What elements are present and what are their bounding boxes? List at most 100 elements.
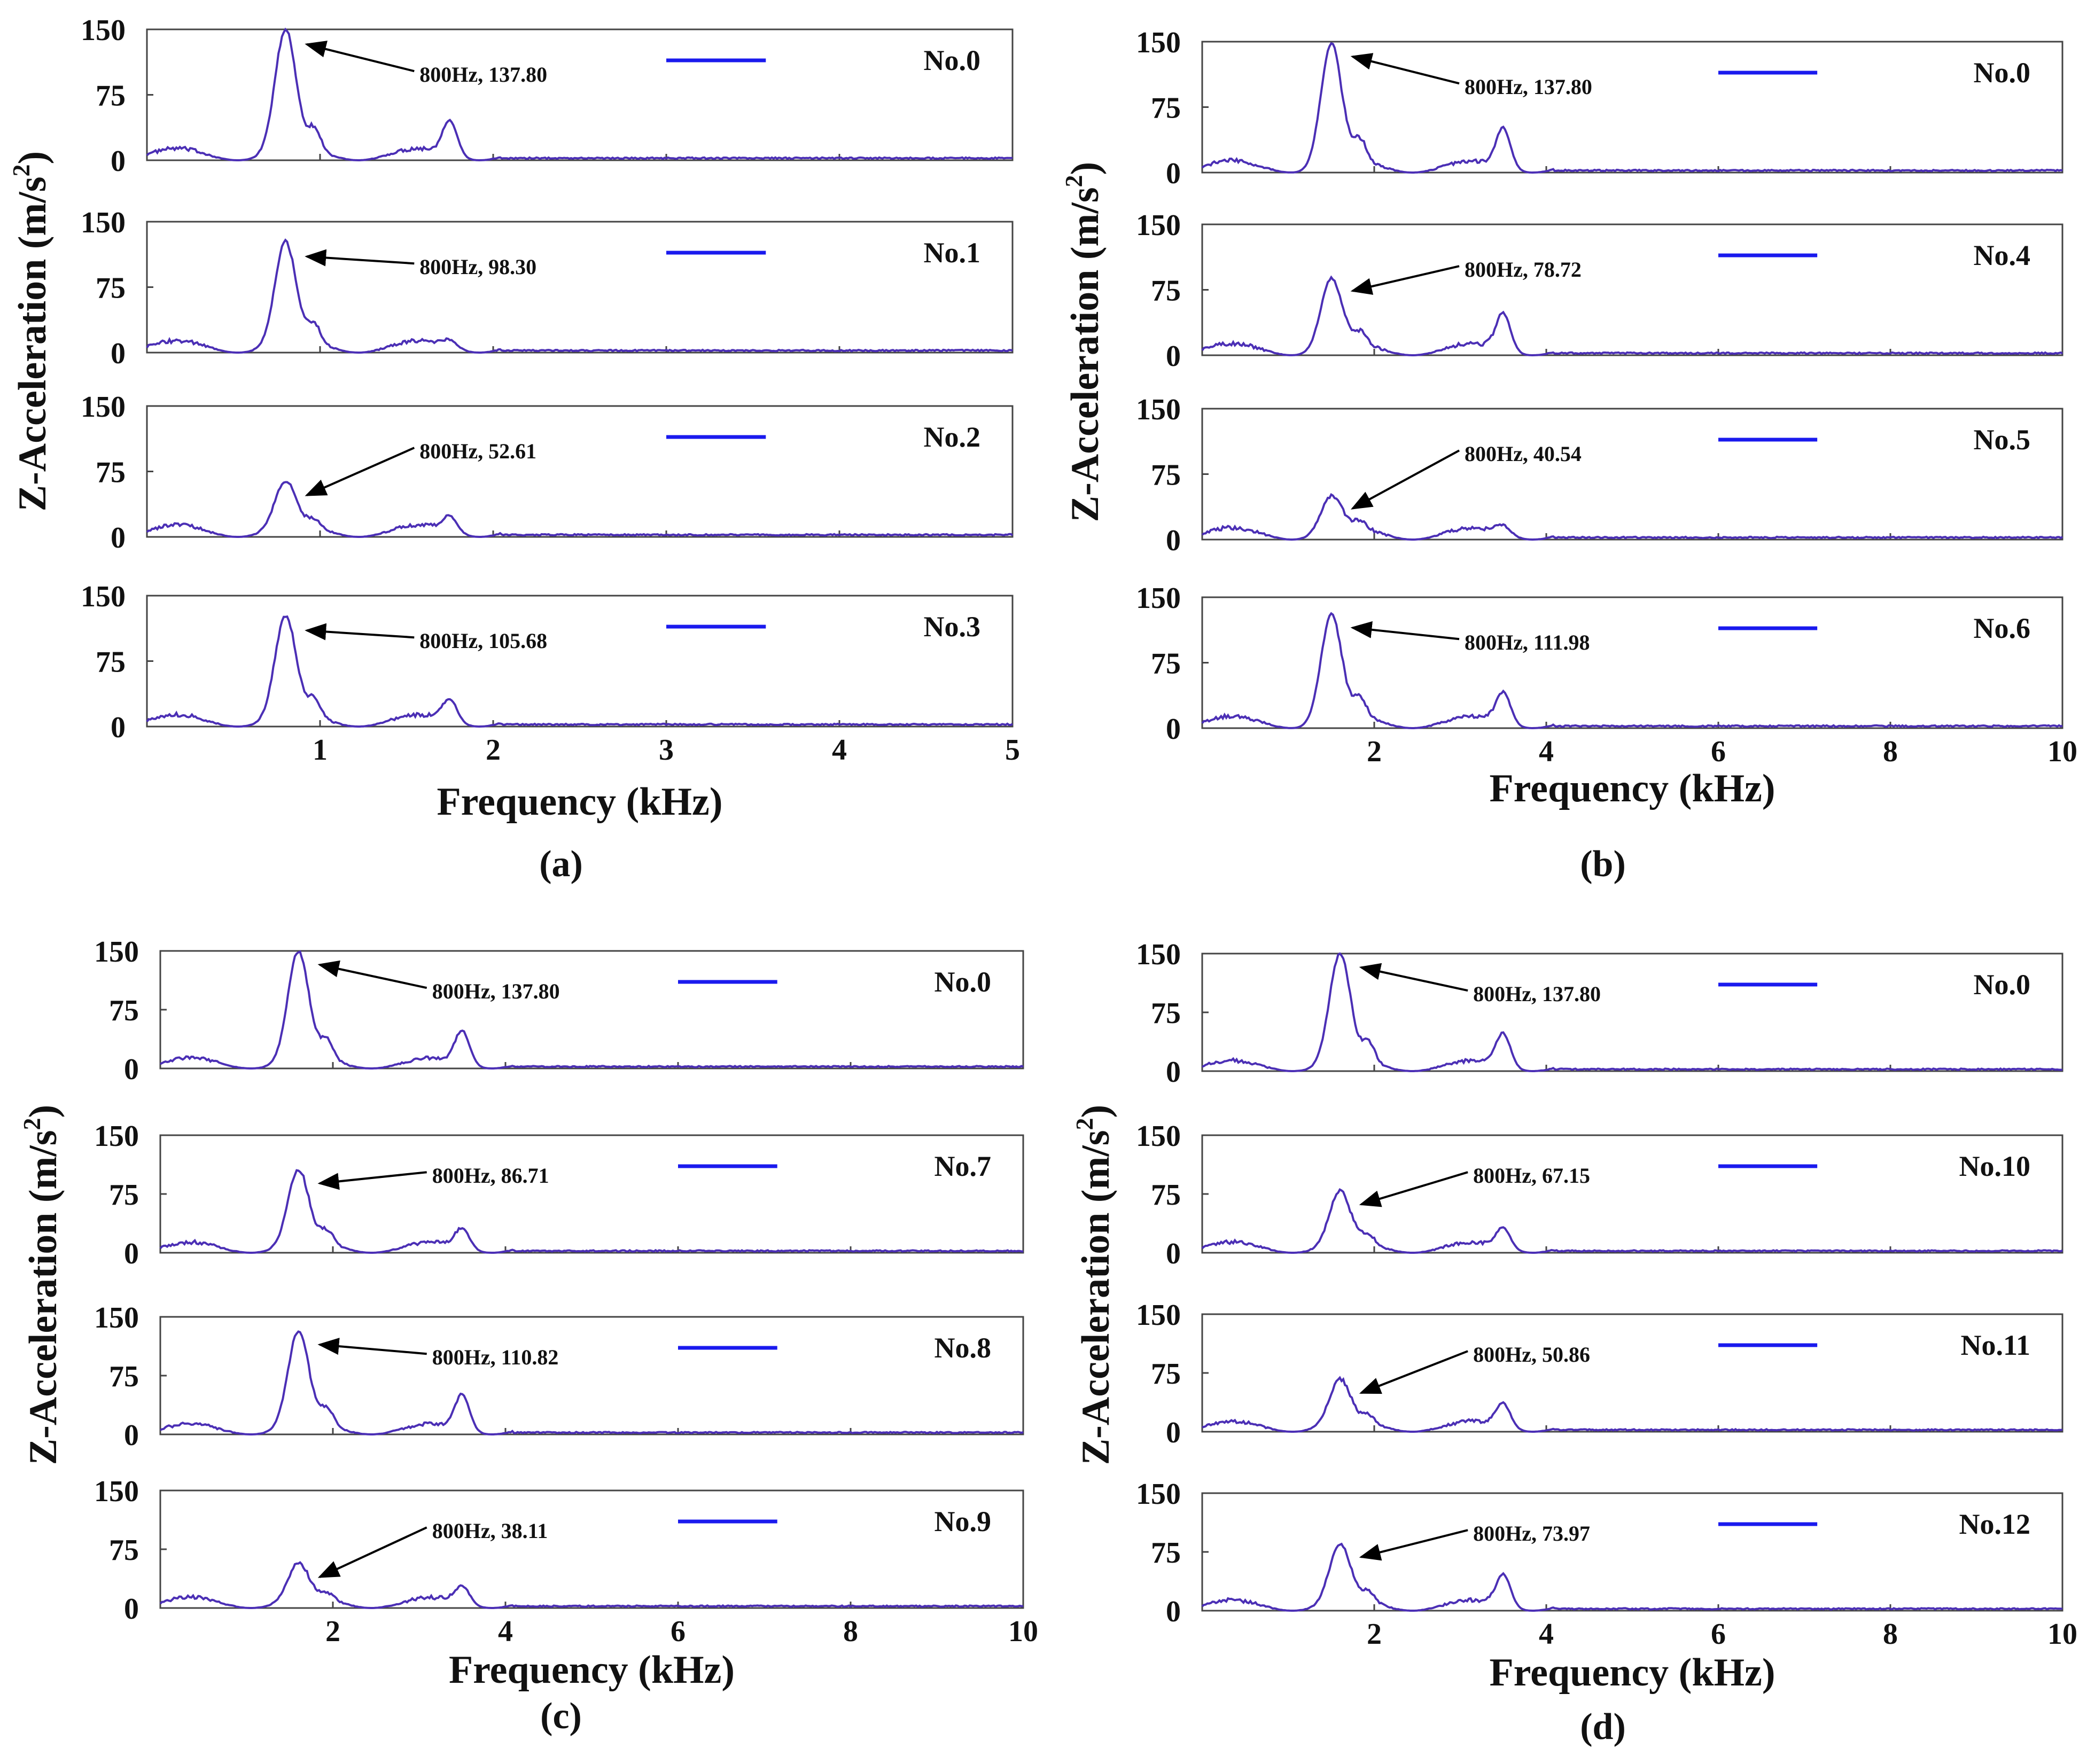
y-tick-label: 150 bbox=[94, 1301, 139, 1334]
x-tick-label: 6 bbox=[1711, 735, 1726, 768]
plot-frame bbox=[146, 221, 1014, 354]
legend-label: No.9 bbox=[935, 1505, 992, 1537]
y-tick-label: 150 bbox=[1136, 1478, 1181, 1511]
y-tick-label: 0 bbox=[124, 1237, 139, 1270]
peak-annotation: 800Hz, 78.72 bbox=[1465, 257, 1582, 282]
legend-label: No.1 bbox=[924, 237, 981, 269]
y-tick-label: 0 bbox=[1166, 157, 1181, 190]
legend-label: No.5 bbox=[1974, 424, 2031, 456]
x-tick-label: 4 bbox=[1539, 1618, 1554, 1651]
annotation-arrow bbox=[1359, 1529, 1468, 1561]
annotation-arrow bbox=[305, 447, 415, 496]
y-tick-label: 150 bbox=[81, 206, 126, 239]
plot-frame bbox=[146, 405, 1014, 538]
y-tick-label: 150 bbox=[94, 935, 139, 969]
subplot-a-1: 0 75 150 No.1 800Hz, 98.30 bbox=[81, 206, 1014, 370]
plot-frame bbox=[1201, 1134, 2063, 1254]
panel-label: (d) bbox=[1580, 1706, 1626, 1747]
y-tick-label: 0 bbox=[1166, 524, 1181, 557]
y-tick-label: 150 bbox=[81, 391, 126, 424]
y-tick-label: 150 bbox=[81, 580, 126, 613]
peak-annotation: 800Hz, 38.11 bbox=[432, 1519, 548, 1543]
spectrum-line-No.5 bbox=[1201, 493, 2063, 541]
y-tick-label: 150 bbox=[1136, 393, 1181, 426]
x-tick-label: 10 bbox=[2047, 1618, 2077, 1651]
y-tick-label: 0 bbox=[111, 145, 126, 178]
legend-label: No.2 bbox=[924, 421, 981, 453]
legend-label: No.11 bbox=[1960, 1329, 2030, 1361]
spectrum-line-No.0 bbox=[146, 27, 1013, 162]
subplot-a-0: 0 75 150 No.0 800Hz, 137.80 bbox=[81, 14, 1014, 178]
x-tick-label: 6 bbox=[1711, 1618, 1726, 1651]
plot-frame bbox=[1201, 223, 2063, 356]
legend-label: No.6 bbox=[1974, 612, 2031, 644]
y-tick-label: 75 bbox=[1151, 275, 1181, 308]
x-tick-label: 1 bbox=[313, 733, 328, 767]
y-tick-label: 0 bbox=[1166, 1237, 1181, 1270]
annotation-arrow bbox=[1359, 1350, 1468, 1394]
plot-frame bbox=[1201, 596, 2063, 729]
spectrum-line-No.7 bbox=[159, 1169, 1024, 1254]
y-tick-label: 75 bbox=[1151, 1357, 1181, 1391]
x-tick-label: 2 bbox=[1367, 735, 1382, 768]
y-tick-label: 75 bbox=[96, 272, 126, 305]
panel-label: (c) bbox=[540, 1696, 582, 1737]
spectrum-line-No.12 bbox=[1201, 1542, 2063, 1612]
peak-annotation: 800Hz, 110.82 bbox=[432, 1345, 559, 1369]
subplot-b-1: 0 75 150 No.4 800Hz, 78.72 bbox=[1136, 209, 2063, 373]
subplot-c-1: 0 75 150 No.7 800Hz, 86.71 bbox=[94, 1120, 1024, 1270]
peak-annotation: 800Hz, 137.80 bbox=[1465, 75, 1592, 99]
y-tick-label: 150 bbox=[94, 1120, 139, 1153]
spectrum-line-No.8 bbox=[160, 1330, 1024, 1435]
y-tick-label: 75 bbox=[109, 1360, 139, 1393]
spectrum-line-No.6 bbox=[1201, 612, 2063, 730]
x-tick-label: 10 bbox=[1008, 1615, 1038, 1648]
y-tick-label: 150 bbox=[1136, 938, 1181, 971]
y-tick-label: 75 bbox=[96, 646, 126, 679]
peak-annotation: 800Hz, 73.97 bbox=[1473, 1521, 1590, 1546]
peak-annotation: 800Hz, 98.30 bbox=[419, 255, 536, 279]
x-axis-label: Frequency (kHz) bbox=[1489, 767, 1775, 810]
legend-label: No.4 bbox=[1974, 239, 2031, 271]
panel-label: (a) bbox=[539, 844, 583, 885]
x-tick-label: 10 bbox=[2047, 735, 2077, 768]
peak-annotation: 800Hz, 52.61 bbox=[419, 439, 536, 463]
peak-annotation: 800Hz, 105.68 bbox=[419, 629, 547, 653]
subplot-c-3: 0 75 150 2 4 6 8 10 No.9 800Hz, 38.11 bbox=[94, 1475, 1038, 1648]
plot-frame bbox=[159, 950, 1024, 1070]
x-tick-label: 5 bbox=[1005, 733, 1020, 767]
subplot-b-3: 0 75 150 2 4 6 8 10 No.6 800Hz, 111.98 bbox=[1136, 582, 2077, 768]
peak-annotation: 800Hz, 50.86 bbox=[1473, 1342, 1590, 1367]
spectrum-line-No.1 bbox=[146, 238, 1013, 354]
y-tick-label: 150 bbox=[1136, 1120, 1181, 1153]
y-tick-label: 75 bbox=[1151, 647, 1181, 681]
y-tick-label: 0 bbox=[1166, 1595, 1181, 1628]
x-tick-label: 2 bbox=[325, 1615, 340, 1648]
y-tick-label: 75 bbox=[109, 994, 139, 1027]
x-axis-label: Frequency (kHz) bbox=[437, 780, 722, 824]
subplot-c-0: 0 75 150 No.0 800Hz, 137.80 bbox=[94, 935, 1024, 1086]
spectrum-line-No.0 bbox=[1202, 952, 2062, 1072]
y-tick-label: 75 bbox=[1151, 459, 1181, 492]
spectrum-line-No.2 bbox=[146, 481, 1014, 538]
panel-label: (b) bbox=[1580, 844, 1626, 885]
annotation-arrow bbox=[317, 960, 427, 989]
y-tick-label: 150 bbox=[1136, 582, 1181, 615]
annotation-arrow bbox=[1359, 1171, 1468, 1207]
y-tick-label: 75 bbox=[96, 456, 126, 489]
spectrum-line-No.0 bbox=[160, 950, 1024, 1070]
subplot-d-3: 0 75 150 2 4 6 8 10 No.12 800Hz, 73.97 bbox=[1136, 1478, 2077, 1651]
y-tick-label: 75 bbox=[96, 80, 126, 113]
peak-annotation: 800Hz, 137.80 bbox=[419, 63, 547, 87]
peak-annotation: 800Hz, 67.15 bbox=[1473, 1164, 1590, 1188]
annotation-arrow bbox=[1350, 449, 1460, 510]
subplot-d-2: 0 75 150 No.11 800Hz, 50.86 bbox=[1136, 1299, 2063, 1449]
plot-frame bbox=[1201, 408, 2063, 541]
peak-annotation: 800Hz, 40.54 bbox=[1465, 442, 1582, 466]
legend-label: No.0 bbox=[924, 44, 981, 76]
y-tick-label: 150 bbox=[1136, 1299, 1181, 1332]
peak-annotation: 800Hz, 86.71 bbox=[432, 1164, 549, 1188]
annotation-arrow bbox=[305, 623, 415, 641]
